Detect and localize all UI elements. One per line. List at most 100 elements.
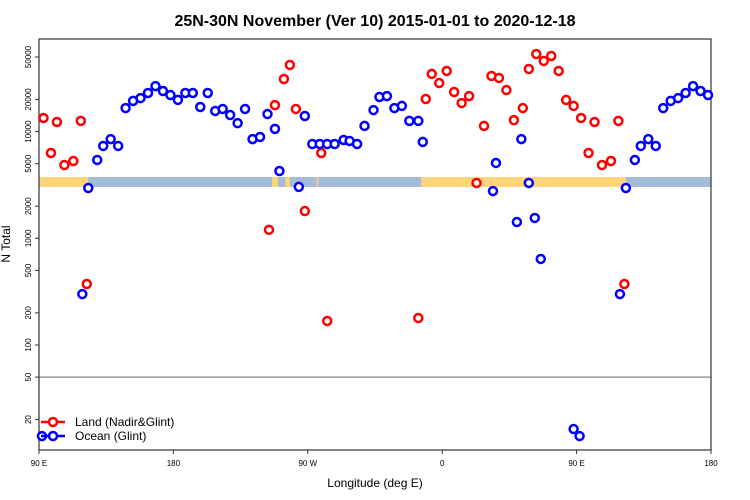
ocean-point bbox=[672, 92, 684, 104]
ocean-point bbox=[413, 115, 424, 127]
band-land bbox=[39, 177, 89, 187]
land-point bbox=[68, 155, 79, 167]
x-tick-label: 90 E bbox=[31, 459, 47, 468]
ocean-point bbox=[620, 182, 632, 194]
land-point bbox=[619, 278, 630, 290]
band-land bbox=[271, 177, 278, 187]
ocean-point bbox=[112, 140, 124, 152]
y-tick-label: 500 bbox=[24, 263, 33, 277]
land-point bbox=[315, 147, 327, 159]
ocean-point bbox=[511, 216, 523, 228]
ocean-point bbox=[142, 87, 154, 99]
ocean-point bbox=[535, 253, 547, 265]
legend-label-land: Land (Nadir&Glint) bbox=[75, 415, 174, 429]
land-point bbox=[589, 116, 600, 128]
ocean-point bbox=[657, 102, 669, 114]
ocean-point bbox=[695, 85, 706, 97]
ocean-point bbox=[650, 140, 661, 152]
ocean-point bbox=[529, 212, 541, 224]
y-tick-label: 50 bbox=[24, 372, 33, 381]
ocean-point bbox=[404, 115, 415, 127]
ocean-point bbox=[396, 100, 408, 112]
land-point bbox=[613, 115, 624, 127]
land-point bbox=[433, 77, 445, 89]
ocean-point bbox=[293, 181, 305, 193]
ocean-point bbox=[91, 154, 103, 166]
land-point bbox=[420, 93, 432, 105]
ocean-point bbox=[299, 110, 311, 122]
y-tick-label: 100 bbox=[24, 338, 33, 352]
x-tick-label: 180 bbox=[167, 459, 181, 468]
ocean-point bbox=[574, 430, 585, 442]
ocean-point bbox=[643, 133, 654, 145]
ocean-point bbox=[165, 89, 176, 101]
land-point bbox=[456, 97, 467, 109]
chart-title: 25N-30N November (Ver 10) 2015-01-01 to … bbox=[174, 13, 575, 30]
ocean-point bbox=[702, 89, 714, 101]
ocean-point bbox=[417, 136, 429, 148]
ocean-point bbox=[329, 138, 340, 150]
ocean-point bbox=[150, 80, 161, 92]
ocean-point bbox=[269, 123, 281, 135]
y-axis: 20 50 100 200 500 1000 2000 5000 10000 20000 50000 bbox=[24, 45, 39, 424]
ocean-point bbox=[195, 101, 206, 113]
y-tick-label: 5000 bbox=[24, 154, 33, 172]
legend-marker-land bbox=[47, 416, 59, 428]
band-ocean bbox=[39, 177, 711, 187]
ocean-point bbox=[523, 177, 535, 189]
land-point bbox=[269, 99, 281, 111]
ocean-point bbox=[187, 87, 199, 99]
ocean-point bbox=[157, 85, 169, 97]
land-point bbox=[605, 155, 617, 167]
ocean-point bbox=[105, 133, 116, 145]
ocean-point bbox=[680, 87, 691, 99]
land-point bbox=[531, 48, 542, 60]
y-axis-label: N Total bbox=[0, 225, 13, 262]
land-point bbox=[583, 147, 594, 159]
land-point bbox=[299, 205, 311, 217]
ocean-point bbox=[359, 120, 370, 132]
ocean-point bbox=[239, 103, 251, 115]
land-point bbox=[426, 68, 437, 80]
ocean-point bbox=[254, 131, 266, 143]
land-point bbox=[441, 65, 452, 77]
ocean-point bbox=[172, 94, 184, 106]
land-point bbox=[545, 50, 557, 62]
x-tick-label: 90 E bbox=[568, 459, 584, 468]
y-tick-label: 20000 bbox=[24, 88, 33, 111]
y-tick-label: 2000 bbox=[24, 197, 33, 215]
band-land bbox=[316, 177, 319, 187]
ocean-point bbox=[351, 138, 363, 150]
ocean-point bbox=[232, 117, 243, 129]
legend-marker-ocean bbox=[47, 430, 59, 442]
surface-band bbox=[39, 177, 711, 187]
land-point bbox=[38, 112, 49, 124]
ocean-point bbox=[202, 87, 213, 99]
ocean-point bbox=[135, 92, 146, 104]
land-point bbox=[523, 63, 535, 75]
land-point bbox=[501, 84, 512, 96]
land-point bbox=[51, 116, 63, 128]
land-point bbox=[471, 177, 482, 189]
land-point bbox=[448, 86, 460, 98]
legend-label-ocean: Ocean (Glint) bbox=[75, 429, 146, 443]
legend: Land (Nadir&Glint) Ocean (Glint) bbox=[41, 415, 174, 443]
land-point bbox=[517, 102, 529, 114]
land-point bbox=[413, 312, 424, 324]
land-point bbox=[45, 147, 57, 159]
land-point bbox=[560, 94, 572, 106]
ocean-point bbox=[217, 103, 228, 115]
ocean-point bbox=[635, 140, 647, 152]
x-tick-label: 180 bbox=[704, 459, 718, 468]
ocean-point bbox=[368, 104, 379, 116]
ocean-point bbox=[77, 288, 88, 300]
ocean-point bbox=[629, 154, 641, 166]
land-point bbox=[59, 159, 70, 171]
ocean-point bbox=[381, 90, 393, 102]
ocean-point bbox=[120, 102, 131, 114]
x-axis-label: Longitude (deg E) bbox=[327, 476, 422, 490]
ocean-point bbox=[274, 165, 285, 177]
y-tick-label: 20 bbox=[24, 415, 33, 424]
land-point bbox=[478, 120, 490, 132]
ocean-point bbox=[568, 423, 579, 435]
